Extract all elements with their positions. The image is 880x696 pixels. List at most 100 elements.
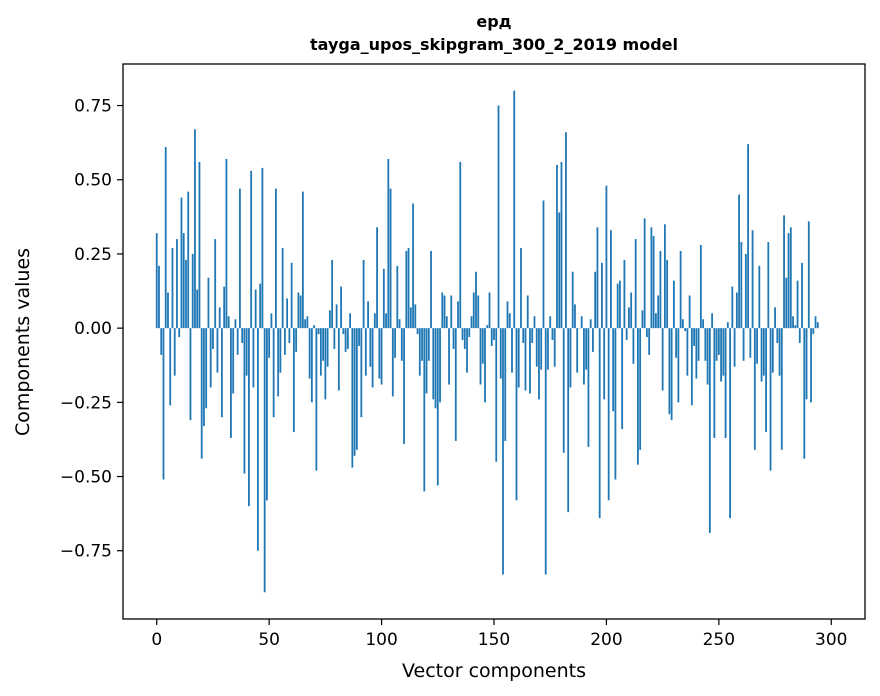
bar-component-229 [670, 328, 673, 421]
bar-component-142 [475, 271, 477, 329]
bar-component-270 [762, 328, 765, 376]
bar-component-208 [623, 259, 626, 329]
bar-component-263 [747, 144, 749, 329]
bar-component-248 [713, 328, 716, 438]
bar-component-236 [686, 328, 689, 376]
bar-component-293 [814, 316, 817, 329]
bar-component-122 [430, 250, 432, 329]
bar-component-269 [760, 328, 763, 382]
bar-component-251 [720, 328, 722, 382]
bar-component-252 [722, 328, 725, 376]
bar-component-52 [272, 328, 275, 418]
bar-component-139 [468, 328, 471, 338]
bar-component-111 [405, 250, 408, 329]
bar-component-16 [191, 253, 194, 329]
bar-component-87 [351, 328, 354, 468]
chart-subtitle: tayga_upos_skipgram_300_2_2019 model [310, 35, 678, 54]
bar-component-154 [502, 328, 504, 575]
bar-component-5 [167, 292, 169, 329]
bar-component-63 [297, 292, 300, 329]
bar-component-10 [178, 328, 181, 338]
bar-component-101 [382, 268, 385, 329]
bar-component-267 [756, 328, 758, 364]
bar-component-292 [812, 328, 815, 335]
bar-component-70 [313, 325, 316, 329]
bar-component-211 [630, 292, 633, 329]
bar-component-168 [533, 316, 536, 329]
bar-component-216 [641, 310, 644, 329]
bar-component-150 [493, 328, 495, 341]
bar-component-273 [769, 328, 772, 471]
bar-component-260 [740, 242, 743, 329]
bar-component-158 [511, 328, 513, 373]
bar-component-227 [666, 259, 669, 329]
bar-component-282 [789, 227, 792, 329]
bar-component-121 [427, 328, 430, 361]
bar-component-239 [693, 328, 696, 346]
bar-component-176 [551, 328, 554, 341]
bar-component-3 [162, 328, 165, 480]
bar-component-119 [423, 328, 426, 492]
bar-component-291 [810, 328, 812, 403]
bar-component-2 [160, 328, 163, 355]
bar-component-290 [807, 221, 810, 329]
bar-component-138 [466, 328, 468, 373]
bar-component-268 [758, 265, 761, 329]
bar-component-165 [526, 295, 529, 329]
bar-component-219 [648, 328, 651, 355]
bar-component-54 [277, 328, 280, 397]
bar-component-85 [346, 328, 349, 349]
bar-component-91 [360, 328, 363, 418]
bar-component-24 [209, 328, 212, 388]
bar-component-23 [207, 277, 210, 329]
bar-component-102 [385, 313, 387, 329]
bar-component-86 [349, 313, 351, 329]
bar-component-286 [798, 328, 801, 343]
bar-component-181 [562, 328, 565, 453]
bar-component-32 [227, 316, 230, 329]
bar-component-174 [547, 328, 549, 370]
bar-component-202 [610, 230, 612, 329]
bar-component-276 [776, 328, 779, 343]
bar-component-225 [661, 328, 664, 391]
bar-component-118 [421, 328, 423, 361]
bar-component-199 [603, 328, 606, 400]
bar-component-153 [499, 328, 502, 379]
bar-component-134 [457, 301, 459, 329]
bar-component-128 [443, 295, 446, 329]
bar-component-189 [580, 316, 583, 329]
bar-component-48 [263, 328, 266, 593]
bar-component-161 [517, 328, 520, 388]
bar-component-265 [751, 230, 754, 329]
bar-component-184 [569, 328, 572, 388]
bar-component-262 [744, 253, 747, 329]
bar-component-180 [560, 161, 563, 329]
bar-component-72 [317, 328, 320, 335]
bar-component-115 [414, 304, 417, 329]
bar-component-131 [450, 295, 453, 329]
bar-component-264 [749, 328, 752, 358]
bar-component-69 [310, 328, 313, 403]
bar-component-39 [243, 328, 246, 474]
bar-component-149 [490, 328, 493, 346]
bar-component-49 [266, 328, 268, 501]
bar-component-179 [558, 212, 561, 329]
bar-component-127 [441, 292, 444, 329]
bar-component-34 [232, 328, 235, 394]
bar-component-124 [434, 328, 437, 409]
bar-component-88 [353, 328, 356, 456]
bar-component-241 [697, 328, 700, 361]
bar-component-7 [171, 248, 174, 329]
bar-component-37 [239, 188, 241, 329]
bar-component-190 [583, 328, 585, 385]
y-tick-label: −0.25 [60, 393, 112, 413]
bar-component-259 [738, 194, 740, 329]
bars-group [155, 90, 819, 593]
bar-component-11 [180, 197, 183, 329]
bar-component-253 [724, 328, 727, 438]
bar-component-135 [459, 161, 462, 329]
y-tick-label: 0.00 [74, 319, 112, 339]
x-axis-ticks: 0 50 100 150 200 250 300 [151, 619, 847, 650]
bar-component-182 [565, 132, 567, 329]
bar-component-76 [326, 328, 329, 367]
